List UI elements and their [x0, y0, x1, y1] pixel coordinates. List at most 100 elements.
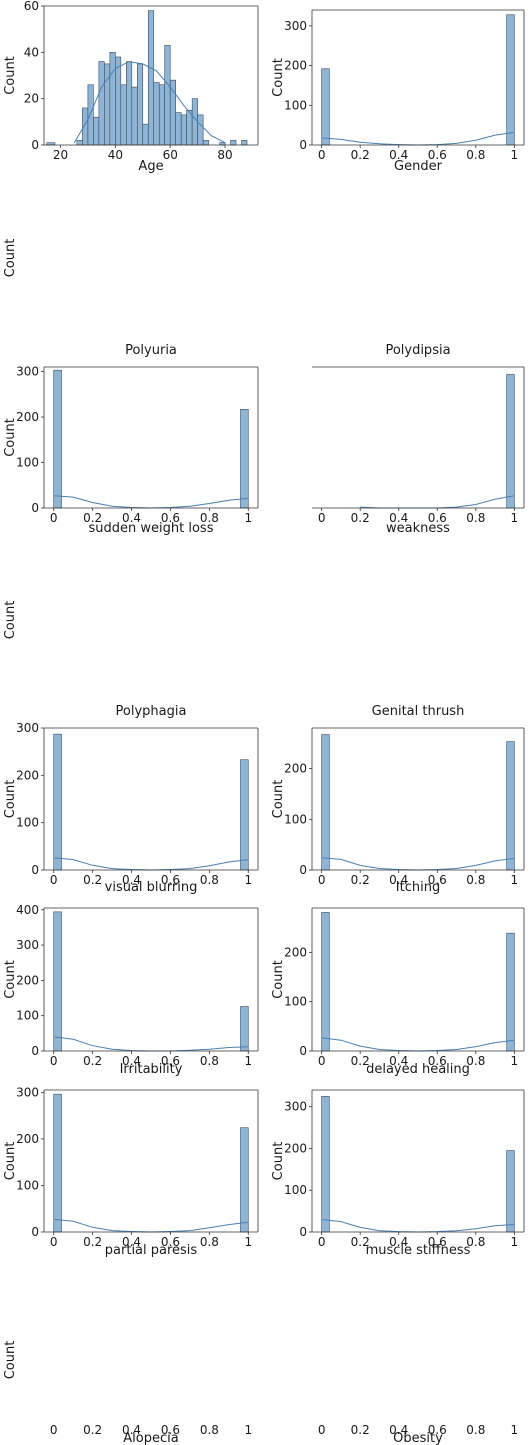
x-tick-label: 0.4	[122, 511, 141, 525]
y-axis-label: Count	[3, 601, 18, 640]
x-tick-label: 0	[50, 873, 58, 887]
y-tick-label: 100	[16, 816, 39, 830]
histogram-bar	[53, 911, 62, 1052]
x-tick-label: 0.6	[161, 1235, 180, 1249]
y-axis-label: Count	[3, 56, 18, 95]
y-tick-label: 300	[16, 1085, 39, 1099]
x-tick-label: 0.4	[122, 1423, 141, 1437]
histogram-bar	[191, 98, 198, 146]
y-axis-label: Count	[3, 1341, 18, 1380]
kde-line	[53, 495, 249, 509]
x-tick-label: 1	[511, 1235, 519, 1249]
y-tick-label: 400	[16, 903, 39, 917]
histogram-bar	[98, 61, 105, 146]
x-axis-label: Itching	[396, 880, 440, 895]
y-tick-label: 300	[16, 721, 39, 735]
chart-panel-9: 0 0.2 0.4 0.6 0.8 1 0 100 200 Count Itching Genital…	[271, 704, 525, 895]
x-tick-label: 0	[318, 148, 326, 162]
x-tick-label: 1	[511, 873, 519, 887]
chart-panel-0: 20 40 60 80 0 20 40 60 Count Age	[3, 0, 259, 174]
x-tick-label: 1	[244, 1423, 252, 1437]
histogram-bar	[109, 52, 116, 146]
x-tick-label: 40	[108, 148, 123, 162]
x-axis-label: Age	[138, 159, 163, 174]
x-tick-label: 0.4	[389, 1423, 408, 1437]
panel-subtitle: Polyphagia	[116, 704, 187, 719]
y-tick-label: 100	[284, 98, 307, 112]
kde-line	[73, 61, 226, 144]
histogram-bar	[506, 1150, 515, 1233]
histogram-bar	[321, 912, 330, 1052]
kde-line	[321, 131, 515, 146]
x-axis-label: sudden weight loss	[89, 521, 214, 536]
x-tick-label: 1	[511, 1423, 519, 1437]
x-tick-label: 0.2	[83, 511, 102, 525]
x-axis-label: Alopecia	[123, 1431, 178, 1445]
y-tick-label: 300	[284, 19, 307, 33]
x-tick-label: 0.8	[466, 148, 485, 162]
x-tick-label: 0.2	[351, 511, 370, 525]
y-tick-label: 0	[299, 863, 307, 877]
x-tick-label: 0	[318, 1423, 326, 1437]
x-tick-label: 0.2	[351, 873, 370, 887]
x-tick-label: 60	[163, 148, 178, 162]
y-tick-label: 200	[284, 762, 307, 776]
x-tick-label: 0	[50, 1235, 58, 1249]
y-tick-label: 0	[299, 1225, 307, 1239]
x-tick-label: 0.4	[122, 1235, 141, 1249]
x-tick-label: 0.4	[389, 511, 408, 525]
x-tick-label: 1	[244, 873, 252, 887]
y-tick-label: 200	[16, 410, 39, 424]
x-tick-label: 0.8	[200, 1235, 219, 1249]
histogram-bar	[506, 932, 515, 1052]
y-tick-label: 200	[16, 973, 39, 987]
histogram-bar	[53, 733, 62, 871]
histogram-bar	[506, 741, 515, 871]
x-tick-label: 0.4	[389, 1235, 408, 1249]
histogram-bar	[93, 116, 100, 146]
x-axis-label: Gender	[394, 159, 443, 174]
y-tick-label: 100	[284, 1183, 307, 1197]
histogram-bar	[506, 14, 515, 146]
histogram-bar	[120, 84, 127, 146]
x-tick-label: 0.2	[351, 1235, 370, 1249]
histogram-bar	[126, 61, 133, 146]
histogram-bar	[241, 140, 248, 146]
chart-panel-10: 0 0.2 0.4 0.6 0.8 1 0 100 200 300 400 Count Irritabi…	[3, 903, 259, 1077]
chart-panel-2: Count	[3, 239, 18, 278]
x-axis-label: muscle stiffness	[366, 1243, 471, 1258]
chart-panel-8: 0 0.2 0.4 0.6 0.8 1 0 100 200 300 Count visual blur…	[3, 704, 259, 895]
x-tick-label: 0.6	[428, 873, 447, 887]
y-axis-label: Count	[271, 960, 286, 999]
y-tick-label: 100	[16, 456, 39, 470]
x-axis-label: delayed healing	[366, 1062, 470, 1077]
y-tick-label: 300	[16, 365, 39, 379]
x-tick-label: 0.6	[161, 1054, 180, 1068]
panel-subtitle: Polyuria	[125, 343, 177, 358]
histogram-bar	[158, 84, 166, 146]
y-axis-label: Count	[3, 780, 18, 819]
histogram-bar	[240, 1127, 249, 1233]
x-tick-label: 0.4	[122, 873, 141, 887]
y-tick-label: 200	[16, 768, 39, 782]
y-tick-label: 200	[284, 59, 307, 73]
x-tick-label: 1	[244, 1054, 252, 1068]
y-tick-label: 0	[299, 138, 307, 152]
x-tick-label: 0.6	[161, 1423, 180, 1437]
histogram-bar	[240, 759, 249, 871]
histogram-bar	[321, 68, 330, 146]
y-axis-label: Count	[3, 418, 18, 457]
histogram-bar	[506, 374, 515, 509]
histogram-bar	[115, 56, 122, 146]
x-tick-label: 1	[244, 511, 252, 525]
x-axis-label: partial paresis	[105, 1243, 198, 1258]
chart-panel-13: 0 0.2 0.4 0.6 0.8 1 0 100 200 300 Count muscle stif…	[271, 1089, 525, 1258]
kde-line	[321, 1037, 515, 1052]
histogram-bar	[230, 140, 237, 146]
y-tick-label: 200	[284, 1141, 307, 1155]
y-axis-label: Count	[271, 1142, 286, 1181]
chart-panel-6: Count	[3, 601, 18, 640]
chart-panel-4: 0 0.2 0.4 0.6 0.8 1 0 100 200 300 Count sudden weig…	[3, 343, 259, 536]
histogram-bar	[186, 109, 193, 146]
x-tick-label: 0.8	[466, 511, 485, 525]
